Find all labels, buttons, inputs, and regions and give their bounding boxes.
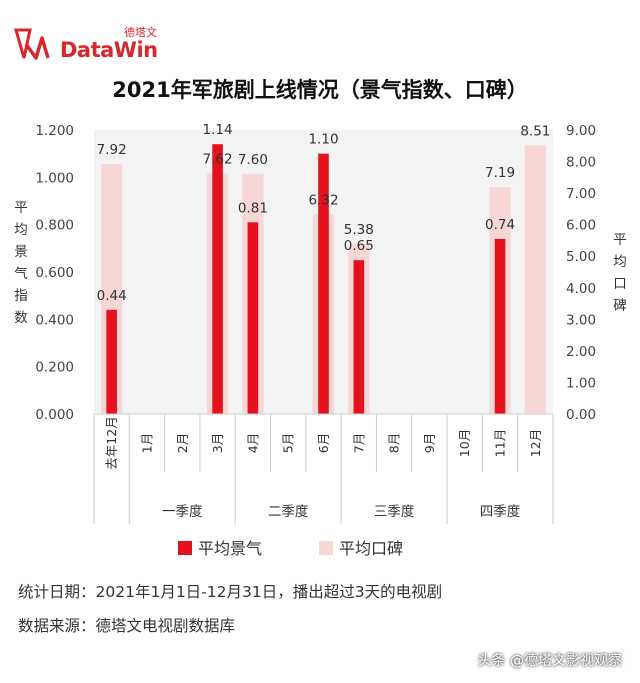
footer-date: 统计日期：2021年1月1日-12月31日，播出超过3天的电视剧	[18, 580, 442, 602]
x-tick-label: 去年12月	[104, 416, 119, 469]
data-label-prosperity: 1.10	[308, 132, 338, 148]
y-tick-label: 1.200	[35, 123, 74, 139]
x-tick-label: 8月	[387, 433, 402, 453]
bar-avg-prosperity	[494, 238, 506, 414]
y-right-tick-label: 6.00	[566, 218, 596, 234]
bar-avg-prosperity	[247, 222, 259, 414]
x-tick-label: 6月	[316, 433, 331, 453]
data-label-prosperity: 0.65	[344, 238, 374, 254]
y-right-axis-label-char: 均	[613, 254, 627, 270]
x-tick-label: 5月	[281, 433, 296, 453]
footer-source-label: 数据来源：	[18, 617, 96, 635]
chart-title: 2021年军旅剧上线情况（景气指数、口碑）	[112, 78, 528, 102]
logo-cn-text: 德塔文	[124, 26, 157, 39]
datawin-logo-mark	[14, 28, 50, 60]
data-label-reputation: 8.51	[520, 123, 550, 139]
footer-source: 数据来源：德塔文电视剧数据库	[18, 614, 235, 636]
bar-avg-reputation	[524, 145, 546, 414]
data-label-prosperity: 0.44	[97, 288, 127, 304]
footer-source-value: 德塔文电视剧数据库	[95, 617, 236, 635]
data-label-reputation: 6.32	[308, 193, 338, 209]
logo-en-text: DataWin	[60, 38, 158, 62]
y-right-tick-label: 4.00	[566, 281, 596, 297]
data-label-reputation: 7.92	[97, 142, 127, 158]
bar-avg-prosperity	[353, 260, 365, 414]
data-label-reputation: 7.62	[203, 152, 233, 168]
x-tick-label: 1月	[139, 433, 154, 453]
x-tick-label: 3月	[210, 433, 225, 453]
x-tick-label: 4月	[245, 433, 260, 453]
y-right-tick-label: 8.00	[566, 155, 596, 171]
legend-label-reputation: 平均口碑	[339, 539, 403, 558]
x-tick-label: 9月	[422, 433, 437, 453]
bar-avg-prosperity	[212, 144, 223, 414]
y-right-tick-label: 2.00	[566, 344, 596, 360]
y-right-axis-label-char: 碑	[613, 298, 627, 314]
data-label-reputation: 7.19	[485, 165, 515, 181]
x-group-label: 四季度	[480, 504, 521, 520]
y-axis-label-char: 平	[14, 200, 28, 216]
watermark: 头条 @德塔文影视观察	[477, 653, 622, 669]
legend-label-prosperity: 平均景气	[198, 539, 262, 558]
y-tick-label: 0.600	[35, 265, 74, 281]
y-axis-label-char: 数	[14, 310, 28, 326]
data-label-prosperity: 1.14	[203, 122, 233, 138]
y-right-tick-label: 5.00	[566, 249, 596, 265]
datawin-logo: 德塔文 DataWin	[12, 18, 162, 64]
y-tick-label: 1.000	[35, 170, 74, 186]
x-group-label: 三季度	[374, 504, 415, 520]
data-label-reputation: 5.38	[344, 222, 374, 238]
legend-swatch-reputation	[319, 541, 333, 555]
data-label-prosperity: 0.81	[238, 200, 268, 216]
x-tick-label: 11月	[493, 429, 508, 457]
y-tick-label: 0.000	[35, 407, 74, 423]
bar-avg-prosperity	[106, 309, 117, 414]
y-right-tick-label: 3.00	[566, 312, 596, 328]
x-group-label: 一季度	[162, 504, 203, 520]
x-group-label: 二季度	[268, 504, 309, 520]
y-right-tick-label: 1.00	[566, 375, 596, 391]
x-tick-label: 7月	[351, 433, 366, 453]
legend-swatch-prosperity	[178, 541, 192, 555]
x-tick-label: 12月	[528, 429, 543, 457]
y-axis-label-char: 均	[14, 222, 28, 238]
footer-date-label: 统计日期：	[18, 583, 96, 601]
y-axis-label-char: 景	[14, 244, 28, 260]
bar-avg-prosperity	[318, 153, 329, 414]
y-right-axis-label-char: 平	[613, 232, 627, 248]
data-label-reputation: 7.60	[238, 152, 268, 168]
footer-date-value: 2021年1月1日-12月31日，播出超过3天的电视剧	[95, 583, 443, 601]
y-right-tick-label: 9.00	[566, 123, 596, 139]
y-tick-label: 0.800	[35, 218, 74, 234]
y-tick-label: 0.400	[35, 312, 74, 328]
x-tick-label: 2月	[175, 433, 190, 453]
y-axis-label-char: 气	[14, 266, 28, 282]
data-label-prosperity: 0.74	[485, 217, 515, 233]
y-right-axis-label-char: 口	[613, 276, 627, 292]
y-axis-label-char: 指	[14, 288, 28, 304]
y-right-tick-label: 0.00	[566, 407, 596, 423]
y-tick-label: 0.200	[35, 360, 74, 376]
y-right-tick-label: 7.00	[566, 186, 596, 202]
x-tick-label: 10月	[457, 429, 472, 457]
